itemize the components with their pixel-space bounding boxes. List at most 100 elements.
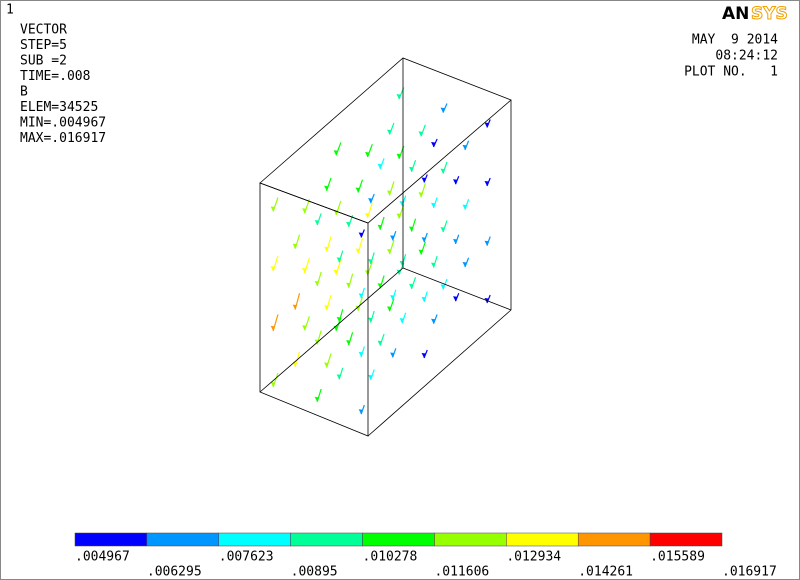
- vector-arrow-head: [302, 325, 307, 331]
- legend-swatch: [146, 532, 220, 547]
- date: MAY 9 2014: [692, 33, 778, 48]
- vector-arrow-head: [387, 190, 392, 196]
- vector-arrow-head: [484, 240, 489, 246]
- legend-label: .014261: [578, 565, 633, 580]
- vector-arrow-head: [431, 141, 436, 147]
- vector-arrow-head: [368, 259, 373, 265]
- legend-swatch: [506, 532, 579, 547]
- time: 08:24:12: [715, 49, 778, 64]
- vector-arrow-head: [358, 293, 364, 299]
- legend-swatch: [290, 532, 363, 547]
- vector-arrow-head: [377, 283, 383, 289]
- legend-swatch: [362, 532, 435, 547]
- vector-arrow-head: [324, 246, 329, 252]
- legend-swatch: [218, 532, 291, 547]
- vector-arrow-head: [387, 129, 392, 135]
- vector-arrow-head: [377, 224, 383, 230]
- vector-arrow-head: [346, 340, 351, 346]
- vector-arrow-head: [387, 249, 392, 255]
- vector-arrow-head: [453, 238, 458, 244]
- vector-arrow-head: [270, 206, 276, 212]
- vector-arrow-head: [336, 317, 342, 323]
- vector-arrow-head: [409, 226, 414, 232]
- vector-arrow-head: [462, 261, 467, 267]
- legend-swatch: [577, 532, 651, 547]
- vector-arrow-head: [358, 351, 364, 357]
- vector-arrow-head: [440, 227, 445, 233]
- vector-arrow-head: [387, 306, 392, 312]
- legend-label: .016917: [722, 565, 777, 580]
- info-line: TIME=.008: [20, 69, 90, 84]
- back-edge: [402, 267, 512, 311]
- legend-label: .006295: [147, 565, 202, 580]
- vector-arrow-head: [270, 382, 276, 388]
- info-line: VECTOR: [20, 23, 67, 38]
- vector-arrow-head: [484, 180, 489, 186]
- plot-number: PLOT NO. 1: [684, 65, 778, 80]
- legend-label: .015589: [650, 550, 705, 565]
- box-wireframe: [259, 57, 512, 437]
- vector-arrow-head: [302, 267, 307, 273]
- vector-arrow-head: [333, 150, 339, 156]
- vector-arrow-head: [440, 107, 445, 113]
- vector-arrow-head: [355, 305, 361, 311]
- vector-arrow-head: [421, 296, 427, 302]
- vector-arrow-head: [314, 396, 320, 402]
- info-line: MIN=.004967: [20, 116, 106, 131]
- vector-arrow-head: [324, 185, 329, 191]
- vector-arrow-head: [431, 262, 436, 268]
- vector-arrow-head: [368, 198, 373, 204]
- vector-arrow-head: [314, 339, 320, 345]
- vector-arrow-head: [440, 284, 445, 290]
- vector-arrow-head: [377, 163, 383, 169]
- vector-arrow-head: [324, 305, 329, 311]
- vector-arrow-head: [377, 340, 383, 346]
- vector-arrow-head: [358, 409, 364, 415]
- legend-swatch: [74, 532, 148, 547]
- vector-arrow-head: [409, 166, 414, 172]
- legend-label: .004967: [75, 550, 130, 565]
- info-line: B: [20, 85, 28, 100]
- vector-arrow-head: [270, 325, 276, 331]
- vector-arrow-head: [440, 168, 445, 174]
- vector-arrow-head: [358, 232, 364, 238]
- vector-arrow-head: [365, 152, 370, 158]
- vector-arrow-head: [421, 177, 427, 183]
- vector-arrow-head: [368, 374, 373, 380]
- info-line: SUB =2: [20, 54, 67, 69]
- vector-arrow-head: [418, 131, 423, 137]
- window-number: 1: [6, 3, 14, 18]
- vector-arrow-head: [396, 94, 401, 100]
- legend-label: .012934: [506, 550, 561, 565]
- vector-arrow-head: [368, 317, 373, 323]
- vector-arrow-head: [453, 296, 458, 302]
- vector-arrow-head: [418, 192, 423, 198]
- vector-arrow-head: [270, 266, 276, 272]
- vector-arrow-head: [484, 122, 489, 128]
- vector-arrow-head: [409, 283, 414, 289]
- info-line: ELEM=34525: [20, 100, 98, 115]
- legend-swatch: [649, 532, 723, 547]
- vector-arrow-head: [365, 270, 370, 276]
- vector-arrow-head: [421, 353, 427, 359]
- vector-arrow-head: [292, 304, 298, 310]
- vector-arrow-head: [314, 280, 320, 286]
- vector-arrow-head: [336, 374, 342, 380]
- vector-arrow-head: [453, 179, 458, 185]
- vector-arrow-head: [355, 248, 361, 254]
- vector-arrow-head: [431, 202, 436, 208]
- vector-arrow-head: [396, 213, 401, 219]
- vector-arrow-head: [396, 153, 401, 159]
- vector-arrow-head: [390, 295, 395, 301]
- vector-arrow-head: [346, 282, 351, 288]
- vector-arrow-head: [314, 220, 320, 226]
- logo-an: AN: [722, 4, 749, 24]
- legend-label: .011606: [434, 565, 489, 580]
- vector-arrow-head: [355, 187, 361, 193]
- legend-label: .010278: [363, 550, 418, 565]
- vector-arrow-head: [431, 318, 436, 324]
- info-line: MAX=.016917: [20, 131, 106, 146]
